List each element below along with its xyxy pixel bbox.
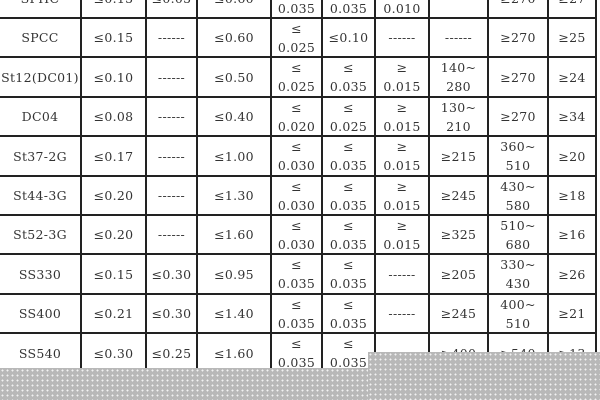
value-cell: ≤0.17 xyxy=(82,137,147,177)
value-cell: ≤ 0.025 xyxy=(272,19,323,58)
value-cell: ≤ 0.030 xyxy=(272,137,323,177)
value-cell: ≥ 0.015 xyxy=(376,137,430,177)
value-cell: 140~ 280 xyxy=(430,58,489,98)
value-cell: ≤ 0.035 xyxy=(272,0,323,19)
value-cell: ≤ 0.025 xyxy=(272,58,323,98)
value-cell: ≤ 0.035 xyxy=(272,255,323,295)
value-cell: ≤ 0.035 xyxy=(323,137,376,177)
value-cell: ------ xyxy=(147,58,198,98)
value-cell: ≥215 xyxy=(430,137,489,177)
value-cell: ≤ 0.025 xyxy=(323,98,376,137)
value-cell: ≤ 0.035 xyxy=(323,295,376,334)
value-cell: ≤ 0.035 xyxy=(272,295,323,334)
value-cell: ≥27 xyxy=(549,0,597,19)
value-cell: ≤ 0.035 xyxy=(323,216,376,255)
value-cell: ≤0.15 xyxy=(82,19,147,58)
value-cell: ≤0.10 xyxy=(82,58,147,98)
value-cell: ≤0.95 xyxy=(198,255,272,295)
grade-cell: St52-3G xyxy=(0,216,82,255)
value-cell: ≤ 0.035 xyxy=(323,0,376,19)
grade-cell: St44-3G xyxy=(0,177,82,216)
value-cell: ≥245 xyxy=(430,295,489,334)
value-cell: ≤0.20 xyxy=(82,216,147,255)
grade-cell: St37-2G xyxy=(0,137,82,177)
value-cell: ≥245 xyxy=(430,177,489,216)
value-cell: ≤1.30 xyxy=(198,177,272,216)
value-cell: ≤0.20 xyxy=(82,177,147,216)
value-cell: ≤ 0.030 xyxy=(272,216,323,255)
value-cell: ------ xyxy=(376,19,430,58)
value-cell: ≥270 xyxy=(489,98,549,137)
value-cell: ≤0.50 xyxy=(198,58,272,98)
value-cell: ≥205 xyxy=(430,255,489,295)
value-cell: ≤ 0.035 xyxy=(323,58,376,98)
value-cell: ≤0.15 xyxy=(82,0,147,19)
value-cell: ------ xyxy=(147,19,198,58)
value-cell: ≥325 xyxy=(430,216,489,255)
value-cell: ------ xyxy=(376,255,430,295)
grade-cell: SPCC xyxy=(0,19,82,58)
value-cell: ------ xyxy=(430,19,489,58)
value-cell: 130~ 210 xyxy=(430,98,489,137)
value-cell: ≤0.30 xyxy=(147,255,198,295)
value-cell: ≥26 xyxy=(549,255,597,295)
value-cell: ≥270 xyxy=(489,58,549,98)
value-cell: ≤1.60 xyxy=(198,216,272,255)
value-cell: 430~ 580 xyxy=(489,177,549,216)
value-cell: ------ xyxy=(376,295,430,334)
value-cell: ≤0.60 xyxy=(198,19,272,58)
value-cell: ------ xyxy=(147,216,198,255)
value-cell: ≥16 xyxy=(549,216,597,255)
grade-cell: St12(DC01) xyxy=(0,58,82,98)
value-cell: ≥ 0.015 xyxy=(376,98,430,137)
grade-cell: DC04 xyxy=(0,98,82,137)
grade-cell: SPHC xyxy=(0,0,82,19)
value-cell: ≤ 0.035 xyxy=(323,177,376,216)
value-cell: ≥20 xyxy=(549,137,597,177)
value-cell: ≤ 0.030 xyxy=(272,177,323,216)
value-cell: ≥ 0.010 xyxy=(376,0,430,19)
value-cell: ≥ 0.015 xyxy=(376,177,430,216)
value-cell: ≥270 xyxy=(489,19,549,58)
value-cell: ------ xyxy=(147,177,198,216)
value-cell: ≥18 xyxy=(549,177,597,216)
value-cell: ≤ 0.020 xyxy=(272,98,323,137)
value-cell: 510~ 680 xyxy=(489,216,549,255)
value-cell: ≤ 0.035 xyxy=(323,255,376,295)
grade-cell: SS330 xyxy=(0,255,82,295)
value-cell: ≤0.15 xyxy=(82,255,147,295)
value-cell: ≤0.05 xyxy=(147,0,198,19)
value-cell: ≤1.40 xyxy=(198,295,272,334)
value-cell: ≥ 0.015 xyxy=(376,58,430,98)
value-cell: ≥21 xyxy=(549,295,597,334)
value-cell: ≤0.21 xyxy=(82,295,147,334)
value-cell: ≤0.30 xyxy=(147,295,198,334)
value-cell: ≥24 xyxy=(549,58,597,98)
value-cell: ≥34 xyxy=(549,98,597,137)
value-cell: ≥ 0.015 xyxy=(376,216,430,255)
value-cell: ≤0.40 xyxy=(198,98,272,137)
value-cell: 330~ 430 xyxy=(489,255,549,295)
value-cell: 400~ 510 xyxy=(489,295,549,334)
value-cell: ≤0.08 xyxy=(82,98,147,137)
value-cell: ≤0.10 xyxy=(323,19,376,58)
value-cell: 360~ 510 xyxy=(489,137,549,177)
grade-cell: SS400 xyxy=(0,295,82,334)
value-cell xyxy=(430,0,489,19)
occluding-overlay-right xyxy=(368,352,600,400)
value-cell: ------ xyxy=(147,98,198,137)
value-cell: ≤1.00 xyxy=(198,137,272,177)
value-cell: ≥270 xyxy=(489,0,549,19)
value-cell: ------ xyxy=(147,137,198,177)
value-cell: ≤0.60 xyxy=(198,0,272,19)
value-cell: ≥25 xyxy=(549,19,597,58)
